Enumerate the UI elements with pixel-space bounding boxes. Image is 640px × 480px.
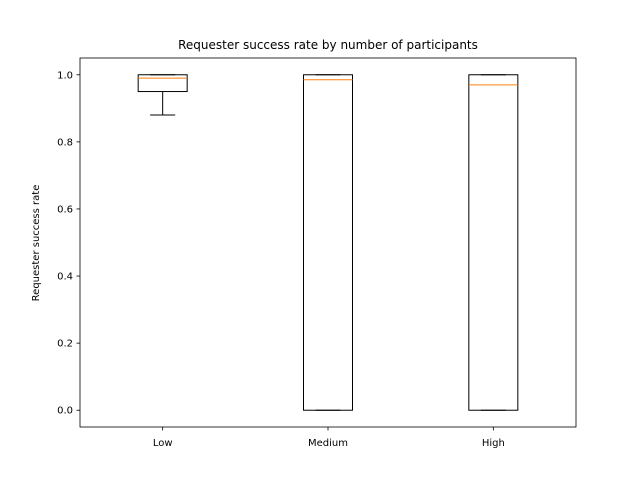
x-tick-label: High bbox=[482, 438, 505, 449]
y-tick-label: 0.6 bbox=[57, 204, 73, 215]
y-tick-label: 0.4 bbox=[57, 272, 73, 283]
y-tick-label: 0.8 bbox=[57, 137, 73, 148]
axes-frame bbox=[79, 57, 577, 428]
x-tick-label: Medium bbox=[308, 438, 348, 449]
plot-area: 0.0 0.2 0.4 0.6 0.8 1.0 Low Medium High bbox=[57, 57, 577, 449]
y-tick-label: 0.0 bbox=[57, 406, 73, 417]
chart-title: Requester success rate by number of part… bbox=[178, 38, 478, 52]
x-tick-label: Low bbox=[153, 438, 173, 449]
y-axis-label: Requester success rate bbox=[31, 185, 42, 302]
y-tick-label: 0.2 bbox=[57, 339, 73, 350]
box-high bbox=[468, 74, 519, 411]
box-medium bbox=[303, 74, 353, 411]
box-low bbox=[137, 74, 188, 93]
y-tick-label: 1.0 bbox=[57, 70, 73, 81]
